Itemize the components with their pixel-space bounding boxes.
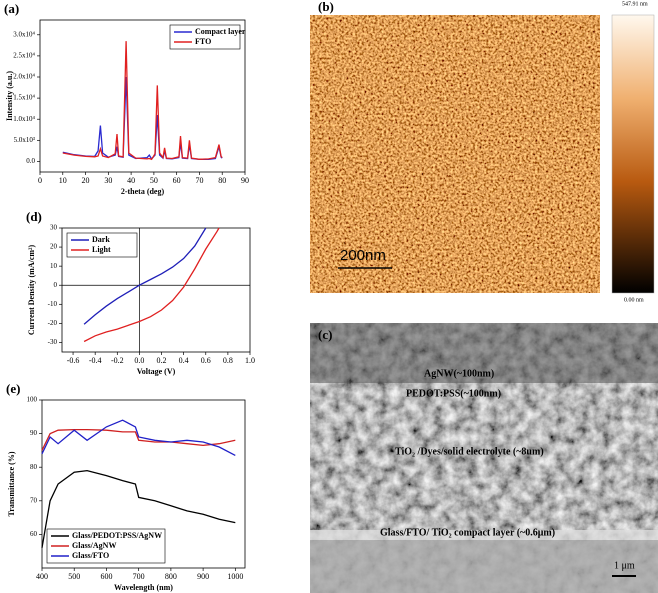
y-axis-label: Current Density (mA/cm²) <box>27 245 36 336</box>
x-tick-label: 20 <box>82 176 90 185</box>
colorbar <box>611 14 655 294</box>
x-tick-label: 50 <box>150 176 158 185</box>
series-line <box>41 419 236 456</box>
x-tick-label: 0.6 <box>201 356 211 365</box>
y-tick-label: -10 <box>48 300 58 308</box>
legend-label: Dark <box>92 235 110 244</box>
x-tick-label: 80 <box>218 176 226 185</box>
x-tick-label: 0.8 <box>223 356 233 365</box>
scale-bar-label: 200nm <box>340 247 386 264</box>
x-axis-label: Wavelength (nm) <box>114 583 173 592</box>
layer-label: AgNW(~100nm) <box>424 368 494 379</box>
layer-label: Glass/FTO/ TiO₂ compact layer (~0.6μm) <box>380 527 555 538</box>
x-tick-label: 500 <box>68 572 80 581</box>
panel-label: (c) <box>318 327 332 342</box>
y-tick-label: 2.0x10⁴ <box>13 73 35 81</box>
y-tick-label: 0.0 <box>26 157 35 165</box>
x-tick-label: 400 <box>36 572 48 581</box>
x-tick-label: 0.4 <box>179 356 189 365</box>
y-tick-label: -20 <box>48 319 58 327</box>
x-tick-label: 90 <box>241 176 249 185</box>
x-tick-label: 700 <box>133 572 145 581</box>
series-line <box>62 41 223 161</box>
x-tick-label: 800 <box>165 572 177 581</box>
y-tick-label: 3.0x10⁴ <box>13 30 35 38</box>
x-tick-label: 0.2 <box>157 356 167 365</box>
colorbar-min: 0.00 nm <box>624 297 644 303</box>
panel-label: (b) <box>318 0 334 14</box>
x-tick-label: 10 <box>59 176 67 185</box>
plot-frame <box>39 19 246 173</box>
legend-label: Glass/AgNW <box>72 541 116 550</box>
plot-frame <box>41 399 246 569</box>
x-axis-label: 2-theta (deg) <box>121 187 165 196</box>
y-tick-label: 10 <box>50 262 58 270</box>
legend-label: Glass/FTO <box>72 551 109 560</box>
y-tick-label: 70 <box>30 496 38 504</box>
y-tick-label: 2.5x10⁴ <box>13 51 35 59</box>
legend-label: Compact layer <box>195 27 246 36</box>
afm-image <box>310 15 600 293</box>
legend-label: Glass/PEDOT:PSS/AgNW <box>72 531 162 540</box>
x-tick-label: -0.2 <box>111 356 124 365</box>
plot-frame <box>61 227 251 353</box>
y-tick-label: 30 <box>50 224 58 232</box>
layer-label: TiO₂ /Dyes/solid electrolyte (~8um) <box>395 446 544 457</box>
x-tick-label: 70 <box>195 176 203 185</box>
sem-compact-layer <box>310 530 658 540</box>
x-tick-label: 1.0 <box>245 356 255 365</box>
legend-box <box>66 232 138 258</box>
panel-label: (d) <box>26 209 42 224</box>
x-tick-label: 30 <box>104 176 112 185</box>
series-line <box>83 227 207 325</box>
x-tick-label: -0.4 <box>89 356 102 365</box>
sem-glass <box>310 540 658 593</box>
legend-label: Light <box>92 245 111 254</box>
series-line <box>41 428 236 451</box>
legend-box <box>169 24 241 50</box>
x-tick-label: 60 <box>173 176 181 185</box>
y-tick-label: 1.0x10⁴ <box>13 115 35 123</box>
x-tick-label: 0.0 <box>134 356 144 365</box>
x-tick-label: -0.6 <box>67 356 80 365</box>
y-tick-label: 100 <box>27 396 38 404</box>
layer-label: PEDOT:PSS(~100nm) <box>406 388 501 399</box>
x-tick-label: 900 <box>197 572 209 581</box>
panel-label: (e) <box>6 381 20 396</box>
colorbar-max: 547.91 nm <box>622 1 648 7</box>
x-tick-label: 40 <box>127 176 135 185</box>
sem-top-layer <box>310 323 658 383</box>
scale-bar-label: 1 μm <box>614 560 635 571</box>
y-axis-label: Intensity (a.u.) <box>5 71 14 121</box>
x-tick-label: 0 <box>38 176 42 185</box>
y-tick-label: 80 <box>30 463 38 471</box>
panel-label: (a) <box>4 1 19 16</box>
series-line <box>83 227 220 343</box>
series-line <box>41 469 236 548</box>
y-tick-label: 1.5x10⁴ <box>13 94 35 102</box>
y-tick-label: 20 <box>50 243 58 251</box>
y-tick-label: 5.0x10³ <box>14 136 35 144</box>
y-tick-label: -30 <box>48 338 58 346</box>
x-axis-label: Voltage (V) <box>137 367 176 376</box>
series-line <box>62 76 223 160</box>
y-tick-label: 0 <box>54 281 58 289</box>
legend-label: FTO <box>195 37 211 46</box>
y-tick-label: 90 <box>30 429 38 437</box>
y-tick-label: 60 <box>30 530 38 538</box>
y-axis-label: Transmittance (%) <box>7 451 16 516</box>
x-tick-label: 1000 <box>227 572 243 581</box>
x-tick-label: 600 <box>100 572 112 581</box>
